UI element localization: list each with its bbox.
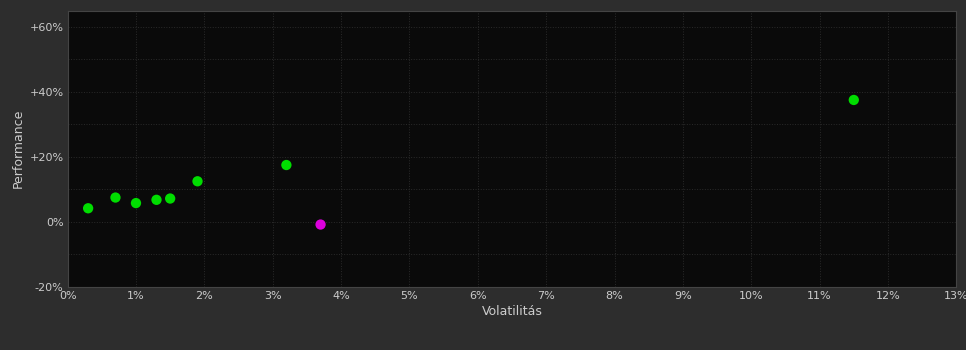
Y-axis label: Performance: Performance xyxy=(13,109,25,188)
X-axis label: Volatilitás: Volatilitás xyxy=(481,305,543,318)
Point xyxy=(108,195,124,200)
Point xyxy=(278,162,294,168)
Point xyxy=(189,178,205,184)
Point xyxy=(128,200,144,206)
Point xyxy=(846,97,862,103)
Point xyxy=(80,205,96,211)
Point xyxy=(149,197,164,203)
Point xyxy=(313,222,328,228)
Point xyxy=(162,196,178,201)
